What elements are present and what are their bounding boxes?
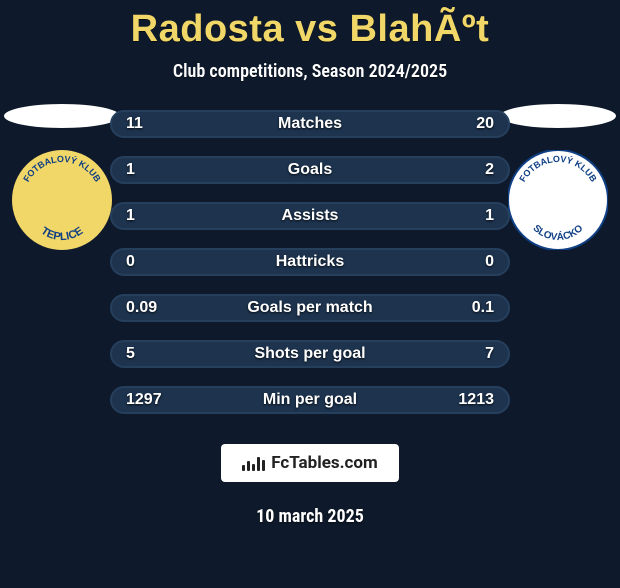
team-crest-left: FOTBALOVÝ KLUB TEPLICE FK (12, 150, 112, 250)
comparison-area: FOTBALOVÝ KLUB TEPLICE FK FOTBALOVÝ K (0, 110, 620, 414)
stat-row: 0.09 Goals per match 0.1 (110, 294, 510, 322)
stat-row: 1297 Min per goal 1213 (110, 386, 510, 414)
stat-row: 5 Shots per goal 7 (110, 340, 510, 368)
crest-core-left: FK (32, 170, 92, 230)
stat-left-value: 11 (126, 115, 143, 133)
page-title: Radosta vs BlahÃºt (0, 8, 620, 51)
footer-date: 10 march 2025 (0, 506, 620, 527)
stat-right-value: 7 (485, 345, 494, 363)
stat-label: Hattricks (112, 253, 508, 271)
footer-site-name: FcTables.com (271, 453, 377, 473)
stat-right-value: 0 (485, 253, 494, 271)
stat-left-value: 1 (126, 161, 135, 179)
team-crest-right: FOTBALOVÝ KLUB SLOVÁCKO S (508, 150, 608, 250)
stat-left-value: 0.09 (126, 299, 157, 317)
stat-right-value: 20 (476, 115, 494, 133)
left-team-decoration: FOTBALOVÝ KLUB TEPLICE FK (2, 104, 122, 250)
stat-label: Assists (112, 207, 508, 225)
crest-core-right: S (528, 170, 588, 230)
stat-left-value: 1 (126, 207, 135, 225)
stat-right-value: 0.1 (472, 299, 494, 317)
stat-row: 1 Assists 1 (110, 202, 510, 230)
player-oval-left (4, 104, 120, 128)
crest-text-left: FK (48, 189, 76, 212)
stat-row: 0 Hattricks 0 (110, 248, 510, 276)
stat-left-value: 5 (126, 345, 135, 363)
footer-badge[interactable]: FcTables.com (221, 444, 399, 482)
stat-left-value: 0 (126, 253, 135, 271)
stat-label: Goals per match (112, 299, 508, 317)
crest-text-right: S (550, 184, 566, 216)
player-oval-right (500, 104, 616, 128)
stat-left-value: 1297 (126, 391, 162, 409)
stat-label: Matches (112, 115, 508, 133)
stat-row: 11 Matches 20 (110, 110, 510, 138)
stat-label: Min per goal (112, 391, 508, 409)
stat-label: Goals (112, 161, 508, 179)
bar-chart-icon (242, 455, 265, 471)
stats-table: 11 Matches 20 1 Goals 2 1 Assists 1 0 Ha… (110, 110, 510, 414)
page-subtitle: Club competitions, Season 2024/2025 (0, 61, 620, 82)
stat-label: Shots per goal (112, 345, 508, 363)
stat-right-value: 1213 (458, 391, 494, 409)
stat-row: 1 Goals 2 (110, 156, 510, 184)
stat-right-value: 1 (485, 207, 494, 225)
right-team-decoration: FOTBALOVÝ KLUB SLOVÁCKO S (498, 104, 618, 250)
stat-right-value: 2 (485, 161, 494, 179)
